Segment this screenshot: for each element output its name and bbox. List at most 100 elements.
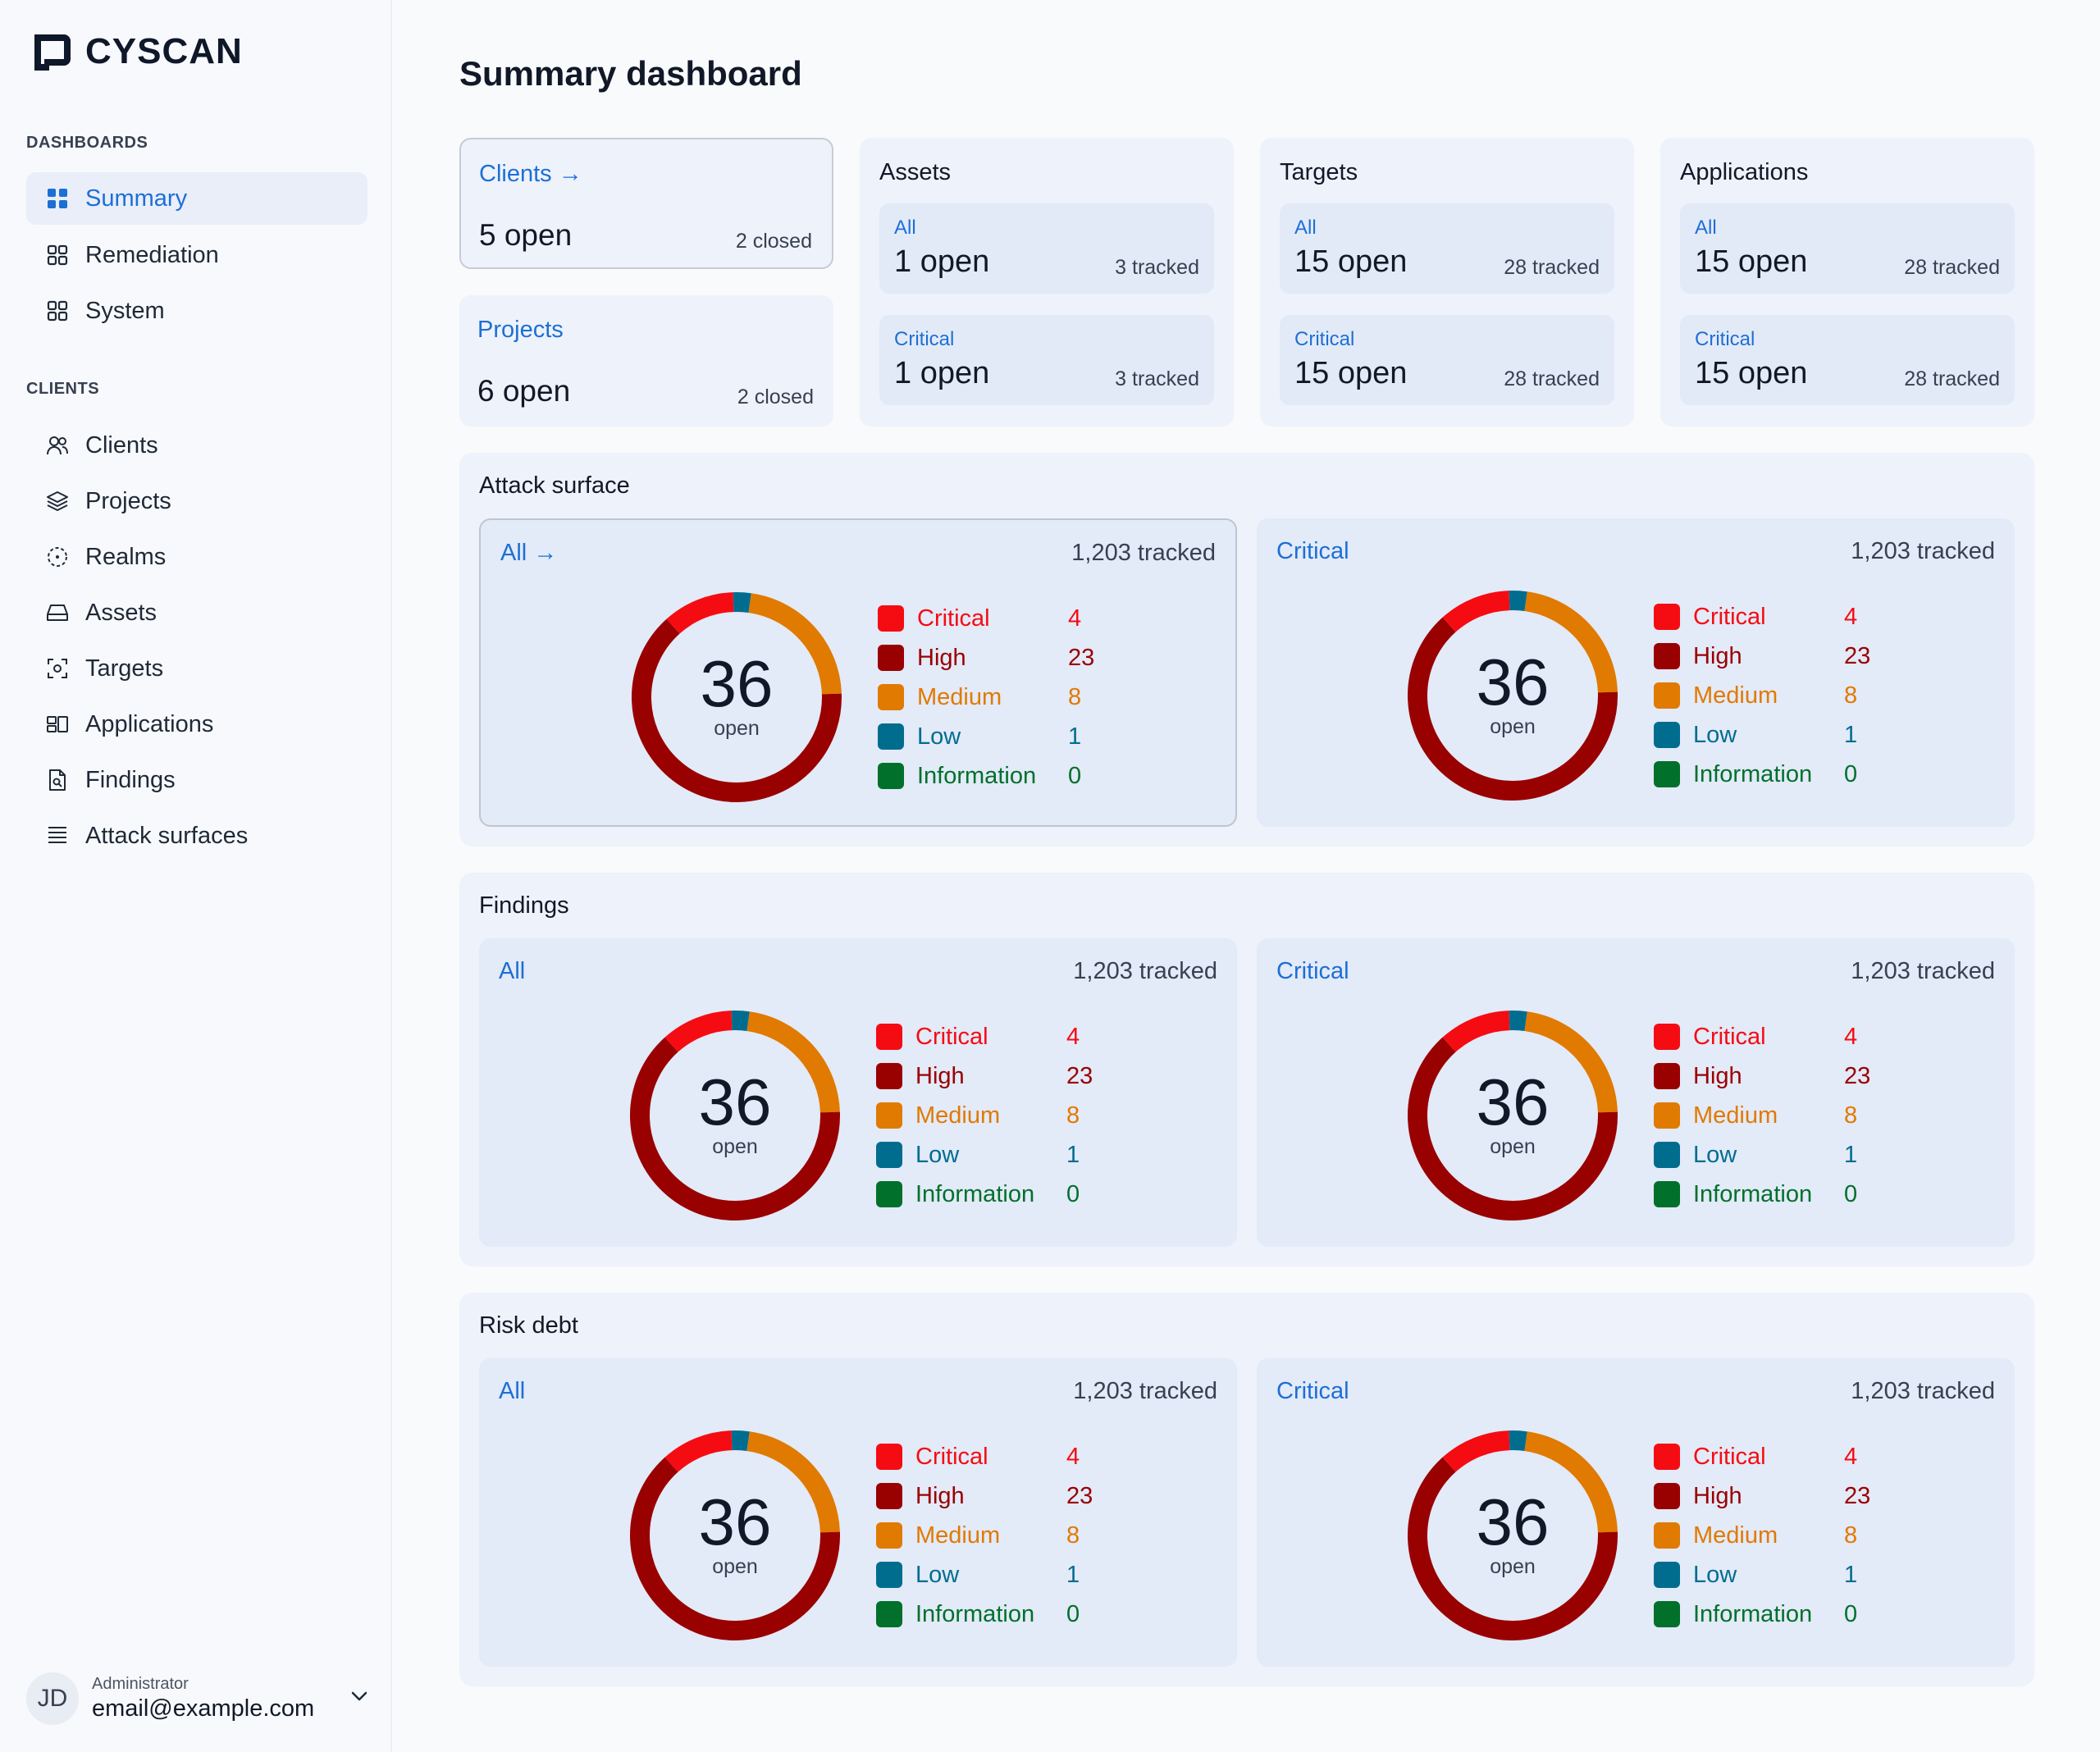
stat-open: 15 open	[1294, 356, 1408, 390]
risk-debt-critical-panel[interactable]: Critical 1,203 tracked 36 open Critical 4 High…	[1257, 1358, 2015, 1667]
legend-row-high: High 23	[876, 1060, 1122, 1093]
projects-card[interactable]: Projects 6 open 2 closed	[459, 295, 833, 427]
legend-label: High	[915, 1482, 965, 1509]
attack-surface-section: Attack surface All → 1,203 tracked 36 open Cri…	[459, 453, 2034, 846]
panel-label[interactable]: All	[499, 958, 526, 984]
legend-swatch	[876, 1562, 902, 1588]
legend-row-low: Low 1	[1654, 1138, 1900, 1171]
legend-label: High	[1693, 642, 1742, 669]
donut-segment-critical	[632, 592, 842, 802]
targets-card-title: Targets	[1280, 159, 1358, 185]
legend-swatch	[878, 723, 904, 750]
nav-projects[interactable]: Projects	[26, 475, 368, 527]
legend-label: Low	[1693, 1141, 1737, 1168]
donut-segment-medium	[1408, 1430, 1618, 1640]
legend-label: High	[917, 644, 966, 671]
assets-critical-stat[interactable]: Critical 1 open 3 tracked	[879, 315, 1214, 405]
attack-surface-critical-panel[interactable]: Critical 1,203 tracked 36 open Critical 4 High…	[1257, 518, 2015, 827]
realm-icon	[46, 545, 69, 568]
donut-segment-critical	[1408, 1430, 1618, 1640]
legend-row-low: Low 1	[1654, 1558, 1900, 1591]
legend-row-low: Low 1	[876, 1138, 1122, 1171]
nav-applications[interactable]: Applications	[26, 698, 368, 751]
legend-value: 8	[1844, 1522, 1858, 1549]
legend-label: Medium	[1693, 682, 1778, 709]
stat-label: Critical	[1695, 328, 1755, 350]
nav-system[interactable]: System	[26, 285, 368, 337]
panel-label[interactable]: All →	[500, 540, 558, 566]
donut-total: 36	[1476, 646, 1550, 719]
nav-findings[interactable]: Findings	[26, 754, 368, 806]
stat-label: All	[1695, 217, 1717, 239]
legend-row-medium: Medium 8	[1654, 1519, 1900, 1552]
user-menu[interactable]: JD Administrator email@example.com	[26, 1670, 371, 1727]
legend-value: 8	[1844, 682, 1858, 709]
legend-value: 0	[1844, 760, 1858, 787]
legend-value: 23	[1066, 1482, 1093, 1509]
risk-debt-all-panel[interactable]: All 1,203 tracked 36 open Critical 4 High 23 Med…	[479, 1358, 1237, 1667]
legend-value: 8	[1068, 683, 1082, 710]
findings-all-panel[interactable]: All 1,203 tracked 36 open Critical 4 High 23 Med…	[479, 938, 1237, 1247]
panel-label[interactable]: All	[499, 1378, 526, 1404]
legend-label: Low	[917, 723, 961, 750]
legend-label: Information	[1693, 760, 1813, 787]
nav-assets-label: Assets	[85, 599, 158, 626]
nav-remediation[interactable]: Remediation	[26, 229, 368, 281]
legend-row-information: Information 0	[878, 760, 1124, 792]
legend-row-high: High 23	[876, 1480, 1122, 1512]
legend-value: 4	[1844, 603, 1858, 630]
legend-swatch	[1654, 1142, 1680, 1168]
severity-donut-chart	[632, 592, 842, 802]
legend-swatch	[878, 684, 904, 710]
legend-value: 1	[1066, 1561, 1080, 1588]
nav-targets[interactable]: Targets	[26, 642, 368, 695]
legend-swatch	[1654, 1444, 1680, 1470]
clients-section-label: CLIENTS	[26, 380, 100, 398]
legend-value: 0	[1066, 1180, 1080, 1207]
legend-label: High	[1693, 1482, 1742, 1509]
chevron-down-icon[interactable]	[348, 1685, 371, 1712]
risk-debt-section: Risk debt All 1,203 tracked 36 open Critical 4…	[459, 1293, 2034, 1686]
panel-tracked-count: 1,203 tracked	[1071, 540, 1216, 566]
legend-value: 1	[1844, 1561, 1858, 1588]
legend-value: 8	[1844, 1102, 1858, 1129]
donut-subtitle: open	[712, 1135, 758, 1158]
legend-value: 4	[1068, 605, 1082, 632]
legend-row-medium: Medium 8	[1654, 679, 1900, 712]
clients-card-title[interactable]: Clients →	[479, 161, 582, 187]
donut-subtitle: open	[1490, 1555, 1536, 1578]
nav-assets[interactable]: Assets	[26, 586, 368, 639]
targets-all-stat[interactable]: All 15 open 28 tracked	[1280, 203, 1614, 294]
targets-critical-stat[interactable]: Critical 15 open 28 tracked	[1280, 315, 1614, 405]
clients-card[interactable]: Clients → 5 open 2 closed	[459, 138, 833, 269]
legend-value: 4	[1066, 1443, 1080, 1470]
attack-surface-all-panel[interactable]: All → 1,203 tracked 36 open Critical 4 High 23 Me…	[479, 518, 1237, 827]
nav-attack-surfaces[interactable]: Attack surfaces	[26, 810, 368, 862]
nav-summary[interactable]: Summary	[26, 172, 368, 225]
stat-open: 15 open	[1294, 244, 1408, 279]
assets-all-stat[interactable]: All 1 open 3 tracked	[879, 203, 1214, 294]
legend-label: Critical	[1693, 603, 1766, 630]
drive-icon	[46, 601, 69, 624]
panel-label[interactable]: Critical	[1276, 538, 1349, 564]
panel-label[interactable]: Critical	[1276, 958, 1349, 984]
severity-donut-chart	[1408, 591, 1618, 801]
legend-value: 0	[1068, 762, 1082, 789]
legend-swatch	[1654, 761, 1680, 787]
legend-value: 0	[1066, 1600, 1080, 1627]
nav-realms[interactable]: Realms	[26, 531, 368, 583]
projects-card-title[interactable]: Projects	[477, 317, 564, 343]
panel-label[interactable]: Critical	[1276, 1378, 1349, 1404]
legend-swatch	[876, 1142, 902, 1168]
donut-subtitle: open	[1490, 1135, 1536, 1158]
applications-all-stat[interactable]: All 15 open 28 tracked	[1680, 203, 2015, 294]
findings-critical-panel[interactable]: Critical 1,203 tracked 36 open Critical 4 High…	[1257, 938, 2015, 1247]
applications-critical-stat[interactable]: Critical 15 open 28 tracked	[1680, 315, 2015, 405]
app-logo[interactable]: CYSCAN	[31, 31, 243, 72]
nav-clients[interactable]: Clients	[26, 419, 368, 472]
legend-label: Information	[1693, 1180, 1813, 1207]
legend-label: Information	[915, 1600, 1035, 1627]
arrow-right-icon: →	[533, 540, 558, 566]
legend-row-critical: Critical 4	[1654, 1440, 1900, 1473]
legend-value: 4	[1066, 1023, 1080, 1050]
